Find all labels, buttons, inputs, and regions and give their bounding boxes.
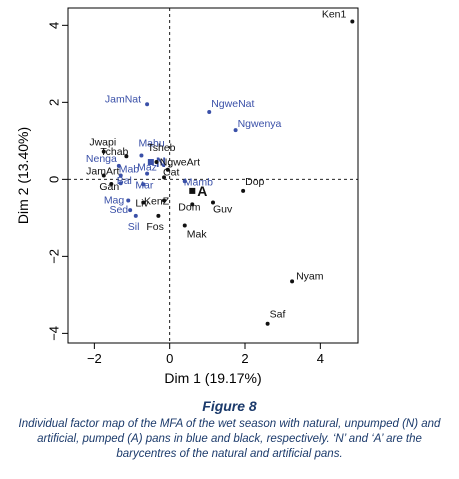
plot-frame <box>67 7 359 344</box>
point-label-ngweart: NgweArt <box>160 157 200 169</box>
point-label-mag: Mag <box>104 195 125 207</box>
point-mag <box>126 198 131 203</box>
point-gan <box>109 181 114 186</box>
point-label-jamart: JamArt <box>86 166 119 178</box>
barycentre-marker-n <box>147 159 154 166</box>
x-tick-label: 4 <box>317 351 324 366</box>
point-label-gan: Gan <box>99 181 119 193</box>
factor-map-chart: −2 0 2 4 −4 −2 0 2 4 Dim 1 (19.17%) Dim 2 (13.40%)… <box>15 7 359 386</box>
point-tsheb <box>154 160 159 165</box>
y-tick-label: −2 <box>46 249 61 264</box>
x-tick-label: 0 <box>166 351 173 366</box>
point-label-dop: Dop <box>245 176 264 188</box>
point-label-mahu: Mahu <box>138 137 164 149</box>
point-label-mab: Mab <box>119 164 140 176</box>
point-kenz <box>162 198 167 203</box>
y-tick-label: 4 <box>46 22 61 29</box>
point-label-guv: Guv <box>213 203 233 215</box>
y-tick-label: −4 <box>46 326 61 341</box>
point-jwapi <box>101 149 106 154</box>
point-label-nyam: Nyam <box>296 270 324 282</box>
point-fos <box>156 213 161 218</box>
point-label-dom: Dom <box>178 201 200 213</box>
point-label-ngwenat: NgweNat <box>211 98 254 110</box>
point-ngweart <box>165 167 170 172</box>
y-tick-label: 2 <box>46 99 61 106</box>
point-label-tsheb: Tsheb <box>148 142 176 154</box>
point-dop <box>241 188 246 193</box>
point-label-sil: Sil <box>128 221 140 233</box>
point-label-mamb: Mamb <box>184 176 213 188</box>
point-nyam <box>290 279 295 284</box>
point-saf <box>265 321 270 326</box>
point-liv <box>141 200 146 205</box>
x-tick-label: 2 <box>241 351 248 366</box>
point-jamart <box>101 173 106 178</box>
x-axis-label: Dim 1 (19.17%) <box>164 370 261 386</box>
point-label-saf: Saf <box>270 309 286 321</box>
point-label-ken1: Ken1 <box>322 8 347 20</box>
point-label-sed: Sed <box>109 204 128 216</box>
point-label-tchab: Tchab <box>100 146 128 158</box>
point-label-mar: Mar <box>135 179 154 191</box>
point-sed <box>128 208 133 213</box>
point-label-nenga: Nenga <box>86 153 117 165</box>
y-axis-label: Dim 2 (13.40%) <box>15 127 31 224</box>
point-dom <box>190 202 195 207</box>
point-label-ngwenya: Ngwenya <box>238 118 282 130</box>
point-label-jwapi: Jwapi <box>89 137 116 149</box>
point-mab <box>118 173 123 178</box>
point-ngwenya <box>233 128 238 133</box>
point-label-liv: Liv <box>135 197 149 209</box>
point-sil <box>133 213 138 218</box>
point-label-mak: Mak <box>187 229 208 241</box>
point-label-kenz: KenZ <box>144 196 170 208</box>
point-mar <box>141 182 146 187</box>
point-guv <box>211 200 215 205</box>
point-jamnat <box>145 102 150 107</box>
point-label-maz: Maz <box>137 162 157 174</box>
point-mahu <box>139 153 144 158</box>
point-label-bal: Bal <box>117 175 132 187</box>
point-mamb <box>182 179 187 184</box>
y-tick-label: 0 <box>46 176 61 183</box>
point-cat <box>162 175 167 180</box>
point-label-cat: Cat <box>163 166 179 178</box>
point-ngwenat <box>207 109 212 114</box>
barycentre-label-n: N <box>156 154 166 170</box>
figure-caption: Figure 8 Individual factor map of the MF… <box>0 397 459 462</box>
point-label-jamnat: JamNat <box>105 93 141 105</box>
barycentre-label-a: A <box>197 183 207 199</box>
caption-text: Individual factor map of the MFA of the … <box>18 418 441 460</box>
point-maz <box>145 171 150 176</box>
point-mak <box>182 223 187 228</box>
x-tick-label: −2 <box>87 351 102 366</box>
point-nenga <box>116 163 121 168</box>
point-label-fos: Fos <box>146 221 164 233</box>
point-tchab <box>124 154 129 159</box>
point-ken1 <box>350 19 355 24</box>
barycentre-marker-a <box>189 187 196 194</box>
point-bal <box>118 181 123 186</box>
figure-label: Figure 8 <box>202 398 257 414</box>
